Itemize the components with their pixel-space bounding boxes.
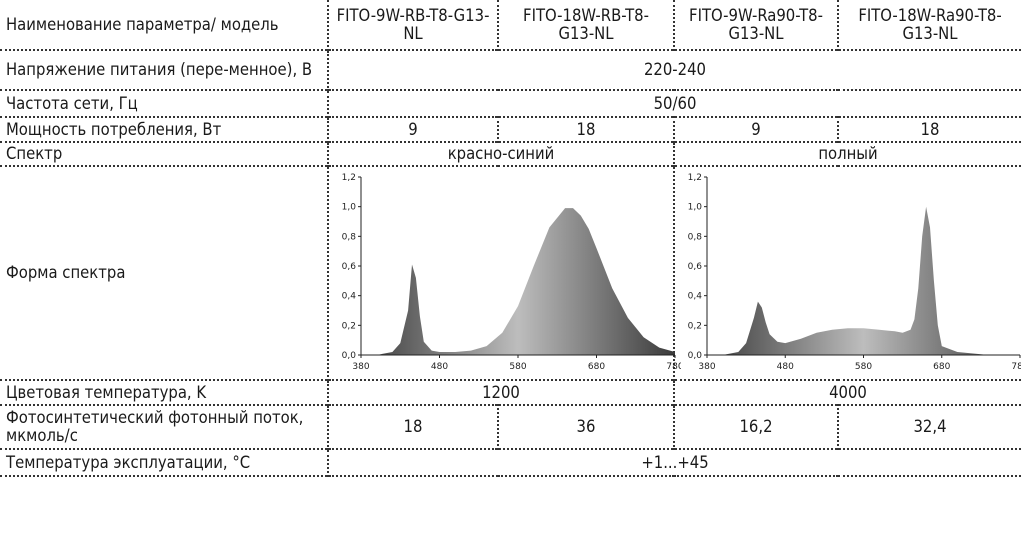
color-temp-label: Цветовая температура, K — [6, 382, 207, 402]
power-row: Мощность потребления, Вт 9 18 9 18 — [0, 117, 1021, 142]
model-header-2: FITO-18W-RB-T8-G13-NL — [497, 0, 674, 50]
y-tick-label: 0,0 — [342, 351, 357, 361]
x-tick-label: 480 — [777, 362, 794, 372]
photon-flux-value-4: 32,4 — [837, 405, 1021, 449]
y-tick-label: 0,4 — [688, 292, 703, 302]
spectrum-area — [361, 208, 675, 355]
photon-flux-row: Фотосинтетический фотонный поток, мкмоль… — [0, 405, 1021, 449]
frequency-value: 50/60 — [327, 90, 1021, 117]
x-tick-label: 680 — [933, 362, 950, 372]
y-tick-label: 1,0 — [688, 203, 703, 213]
voltage-label: Напряжение питания (пере-менное), В — [6, 60, 313, 79]
voltage-value: 220-240 — [327, 50, 1021, 90]
power-value-1: 9 — [327, 117, 498, 142]
y-tick-label: 0,0 — [688, 351, 703, 361]
power-value-3: 9 — [673, 117, 838, 142]
color-temp-value-rb: 1200 — [327, 380, 674, 405]
spectrum-chart-rb: 0,0 0,2 0,4 0,6 0,8 1,0 1,2 380 480 580 680 780 — [342, 173, 681, 372]
model-header-3: FITO-9W-Ra90-T8-G13-NL — [673, 0, 838, 50]
y-tick-label: 0,6 — [688, 262, 703, 272]
spectrum-chart-full: 0,0 0,2 0,4 0,6 0,8 1,0 1,2 380 480 580 680 780 — [688, 173, 1021, 372]
y-tick-label: 0,2 — [688, 321, 702, 331]
spectrum-chart-cell-full: 0,0 0,2 0,4 0,6 0,8 1,0 1,2 380 480 580 680 780 — [673, 166, 1021, 380]
model-header-1: FITO-9W-RB-T8-G13-NL — [327, 0, 498, 50]
y-tick-label: 1,2 — [342, 173, 356, 183]
x-tick-label: 780 — [1011, 362, 1021, 372]
photon-flux-value-1: 18 — [327, 405, 498, 449]
color-temp-row: Цветовая температура, K 1200 4000 — [0, 380, 1021, 405]
power-value-4: 18 — [837, 117, 1021, 142]
header-row: Наименование параметра/ модель FITO-9W-R… — [0, 0, 1021, 50]
spec-table: Наименование параметра/ модель FITO-9W-R… — [0, 0, 1021, 476]
photon-flux-value-2: 36 — [497, 405, 674, 449]
y-tick-label: 0,4 — [342, 292, 357, 302]
color-temp-value-full: 4000 — [673, 380, 1021, 405]
spectrum-chart-cell-rb: 0,0 0,2 0,4 0,6 0,8 1,0 1,2 380 480 580 680 780 — [327, 166, 681, 380]
x-tick-label: 680 — [588, 362, 605, 372]
x-tick-label: 580 — [855, 362, 872, 372]
voltage-row: Напряжение питания (пере-менное), В 220-… — [0, 50, 1021, 90]
spectrum-shape-row: Форма спектра 0,0 0,2 0,4 0,6 0,8 1,0 1,2 380 48… — [0, 166, 1021, 380]
power-value-2: 18 — [497, 117, 674, 142]
y-tick-label: 0,6 — [342, 262, 357, 272]
y-tick-label: 1,0 — [342, 203, 357, 213]
frequency-label: Частота сети, Гц — [6, 93, 138, 113]
param-header: Наименование параметра/ модель — [6, 14, 279, 34]
y-tick-label: 0,8 — [688, 232, 703, 242]
spectrum-shape-label: Форма спектра — [6, 263, 126, 282]
x-tick-label: 380 — [698, 362, 715, 372]
spectrum-value-rb: красно-синий — [327, 142, 674, 166]
photon-flux-label: Фотосинтетический фотонный поток, мкмоль… — [6, 408, 304, 445]
y-tick-label: 1,2 — [688, 173, 702, 183]
operating-temp-label: Температура эксплуатации, °C — [6, 452, 251, 472]
x-tick-label: 480 — [431, 362, 448, 372]
spectrum-label: Спектр — [6, 144, 63, 163]
photon-flux-value-3: 16,2 — [673, 405, 838, 449]
spectrum-area — [707, 206, 1020, 355]
x-tick-label: 780 — [666, 362, 681, 372]
operating-temp-row: Температура эксплуатации, °C +1...+45 — [0, 449, 1021, 476]
x-tick-label: 580 — [509, 362, 526, 372]
spectrum-value-full: полный — [673, 142, 1021, 166]
x-tick-label: 380 — [352, 362, 369, 372]
spectrum-row: Спектр красно-синий полный — [0, 142, 1021, 166]
model-header-4: FITO-18W-Ra90-T8-G13-NL — [837, 0, 1021, 50]
operating-temp-value: +1...+45 — [327, 449, 1021, 476]
power-label: Мощность потребления, Вт — [6, 119, 222, 139]
y-tick-label: 0,2 — [342, 321, 356, 331]
y-tick-label: 0,8 — [342, 232, 357, 242]
frequency-row: Частота сети, Гц 50/60 — [0, 90, 1021, 117]
